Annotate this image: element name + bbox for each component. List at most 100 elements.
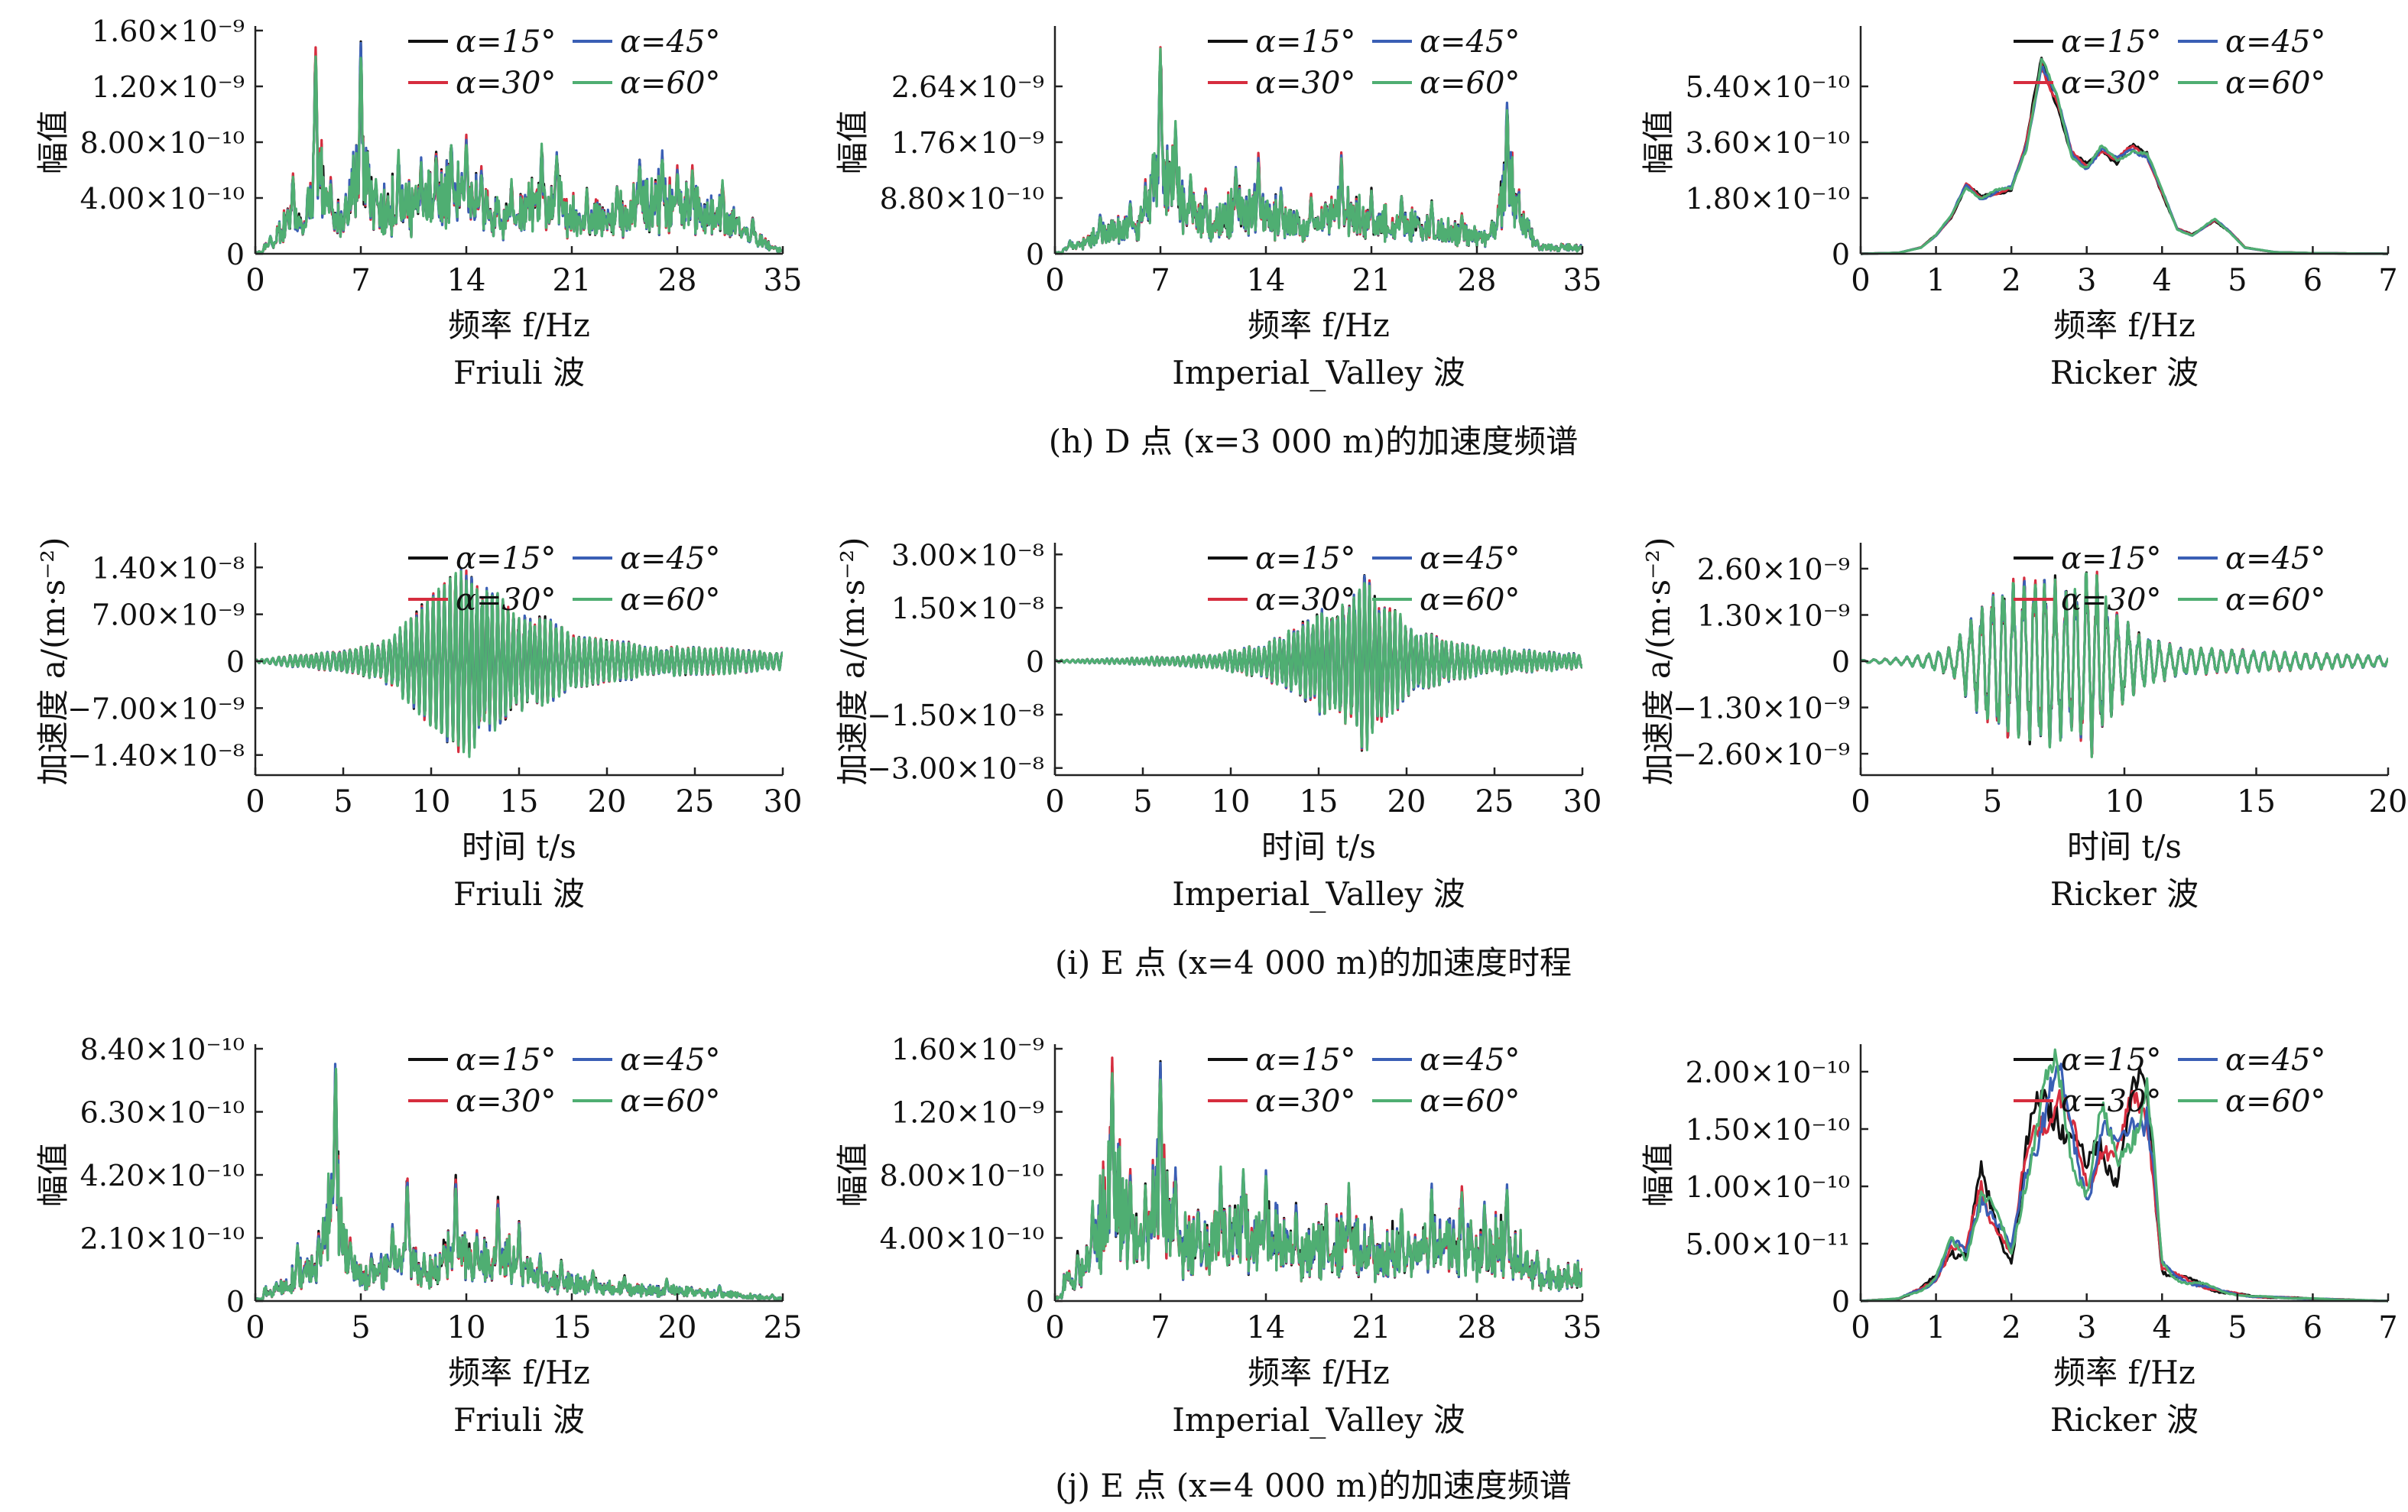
y-tick-label: −1.50×10⁻⁸ — [867, 699, 1044, 732]
x-tick-label: 0 — [245, 263, 264, 298]
y-tick-label: 1.60×10⁻⁹ — [891, 1033, 1044, 1066]
y-tick-label: 8.80×10⁻¹⁰ — [880, 182, 1044, 216]
chart-panel-j-ricker: 0 1 2 3 4 5 6 7 0 5.00×10⁻¹¹ 1.00×10⁻¹⁰ 1.50×10⁻¹⁰ 2… — [1640, 1043, 2398, 1439]
y-tick-label: 1.60×10⁻⁹ — [92, 15, 245, 48]
x-tick-label: 35 — [1563, 1310, 1602, 1345]
legend-label-a30: α=30° — [2061, 1084, 2161, 1119]
x-tick-label: 6 — [2303, 263, 2322, 298]
x-tick-label: 20 — [2369, 784, 2408, 819]
series-line-a60 — [255, 570, 783, 758]
legend-label-a30: α=30° — [1255, 66, 1355, 101]
x-tick-label: 7 — [351, 263, 370, 298]
x-tick-label: 21 — [1352, 1310, 1391, 1345]
x-tick-label: 7 — [1150, 263, 1170, 298]
y-tick-label: 1.20×10⁻⁹ — [891, 1096, 1044, 1130]
y-tick-label: 1.30×10⁻⁹ — [1697, 599, 1850, 632]
x-tick-label: 0 — [245, 1310, 264, 1345]
x-tick-label: 14 — [1247, 1310, 1286, 1345]
x-tick-label: 5 — [1983, 784, 2002, 819]
series-group — [1055, 1056, 1582, 1300]
x-tick-label: 2 — [2001, 263, 2020, 298]
legend-label-a60: α=60° — [1420, 582, 1520, 618]
wave-name-label: Ricker 波 — [2050, 875, 2199, 913]
y-tick-label: 2.10×10⁻¹⁰ — [80, 1222, 245, 1256]
y-tick-label: 4.20×10⁻¹⁰ — [80, 1159, 245, 1192]
legend-label-a15: α=15° — [2061, 1043, 2161, 1078]
x-tick-label: 3 — [2077, 1310, 2096, 1345]
y-axis-label: 幅值 — [34, 110, 72, 174]
x-tick-label: 7 — [1150, 1310, 1170, 1345]
x-tick-label: 1 — [1926, 263, 1946, 298]
y-axis-label: 加速度 a/(m·s⁻²) — [834, 537, 871, 785]
series-group — [255, 40, 783, 255]
x-tick-label: 15 — [2237, 784, 2276, 819]
x-axis-label: 频率 f/Hz — [1248, 307, 1390, 344]
chart-panel-i-imperial: 0 5 10 15 20 25 30 −3.00×10⁻⁸ −1.50×10⁻⁸ 0 1.50×10… — [834, 537, 1602, 913]
y-tick-label: 2.00×10⁻¹⁰ — [1686, 1056, 1850, 1089]
chart-panel-h-ricker: 0 1 2 3 4 5 6 7 0 1.80×10⁻¹⁰ 3.60×10⁻¹⁰ 5.40×10⁻¹⁰ 频… — [1640, 24, 2398, 391]
wave-name-label: Friuli 波 — [453, 354, 585, 391]
x-tick-label: 28 — [658, 263, 697, 298]
x-tick-label: 28 — [1458, 263, 1497, 298]
x-tick-label: 2 — [2001, 1310, 2020, 1345]
x-tick-label: 0 — [1851, 784, 1870, 819]
caption-j: (j) E 点 (x=4 000 m)的加速度频谱 — [1055, 1467, 1572, 1504]
legend-label-a60: α=60° — [620, 66, 720, 101]
legend-label-a15: α=15° — [2061, 24, 2161, 60]
legend-label-a30: α=30° — [1255, 582, 1355, 618]
x-tick-label: 25 — [764, 1310, 803, 1345]
x-tick-label: 10 — [2105, 784, 2144, 819]
y-tick-label: 0 — [226, 1285, 245, 1319]
caption-i: (i) E 点 (x=4 000 m)的加速度时程 — [1055, 944, 1572, 982]
x-axis-label: 频率 f/Hz — [2053, 1354, 2195, 1391]
x-axis-label: 时间 t/s — [1261, 828, 1376, 865]
series-group — [1861, 570, 2388, 758]
series-group — [255, 568, 783, 758]
series-line-a60 — [1055, 582, 1582, 751]
x-tick-label: 5 — [2228, 263, 2247, 298]
y-axis-label: 幅值 — [834, 1143, 871, 1207]
x-tick-label: 25 — [676, 784, 715, 819]
y-tick-label: 6.30×10⁻¹⁰ — [80, 1096, 245, 1130]
legend-label-a45: α=45° — [620, 24, 720, 60]
y-tick-label: 0 — [1832, 1285, 1850, 1319]
legend-label-a30: α=30° — [2061, 66, 2161, 101]
x-tick-label: 30 — [1563, 784, 1602, 819]
x-tick-label: 20 — [1387, 784, 1426, 819]
x-tick-label: 0 — [1851, 1310, 1870, 1345]
legend-label-a30: α=30° — [1255, 1084, 1355, 1119]
legend-label-a30: α=30° — [456, 582, 556, 618]
series-group — [1055, 574, 1582, 752]
x-tick-label: 21 — [553, 263, 592, 298]
legend-label-a15: α=15° — [1255, 1043, 1355, 1078]
chart-panel-i-friuli: 0 5 10 15 20 25 30 −1.40×10⁻⁸ −7.00×10⁻⁹ 0 7.00×10… — [34, 537, 802, 913]
legend-label-a60: α=60° — [2225, 1084, 2325, 1119]
y-tick-label: 1.76×10⁻⁹ — [891, 126, 1044, 160]
wave-name-label: Imperial_Valley 波 — [1172, 1401, 1465, 1439]
x-tick-label: 7 — [2378, 263, 2397, 298]
y-tick-label: −1.30×10⁻⁹ — [1673, 692, 1850, 725]
y-tick-label: 5.40×10⁻¹⁰ — [1686, 70, 1850, 104]
y-axis-label: 幅值 — [34, 1143, 72, 1207]
y-tick-label: 0 — [226, 238, 245, 271]
y-tick-label: 3.00×10⁻⁸ — [891, 538, 1044, 572]
legend-label-a60: α=60° — [2225, 66, 2325, 101]
x-tick-label: 21 — [1352, 263, 1391, 298]
x-tick-label: 15 — [500, 784, 539, 819]
legend-label-a45: α=45° — [1420, 24, 1520, 60]
y-tick-label: 1.20×10⁻⁹ — [92, 70, 245, 104]
x-axis-label: 时间 t/s — [462, 828, 576, 865]
x-tick-label: 20 — [588, 784, 627, 819]
legend-label-a60: α=60° — [1420, 66, 1520, 101]
x-tick-label: 5 — [2228, 1310, 2247, 1345]
x-tick-label: 1 — [1926, 1310, 1946, 1345]
x-tick-label: 0 — [1045, 784, 1064, 819]
legend-label-a30: α=30° — [456, 1084, 556, 1119]
legend-label-a15: α=15° — [2061, 541, 2161, 576]
y-axis-label: 加速度 a/(m·s⁻²) — [1640, 537, 1677, 785]
legend-label-a15: α=15° — [456, 24, 556, 60]
y-tick-label: 2.64×10⁻⁹ — [891, 70, 1044, 104]
y-tick-label: −1.40×10⁻⁸ — [67, 739, 245, 773]
legend-label-a45: α=45° — [1420, 541, 1520, 576]
